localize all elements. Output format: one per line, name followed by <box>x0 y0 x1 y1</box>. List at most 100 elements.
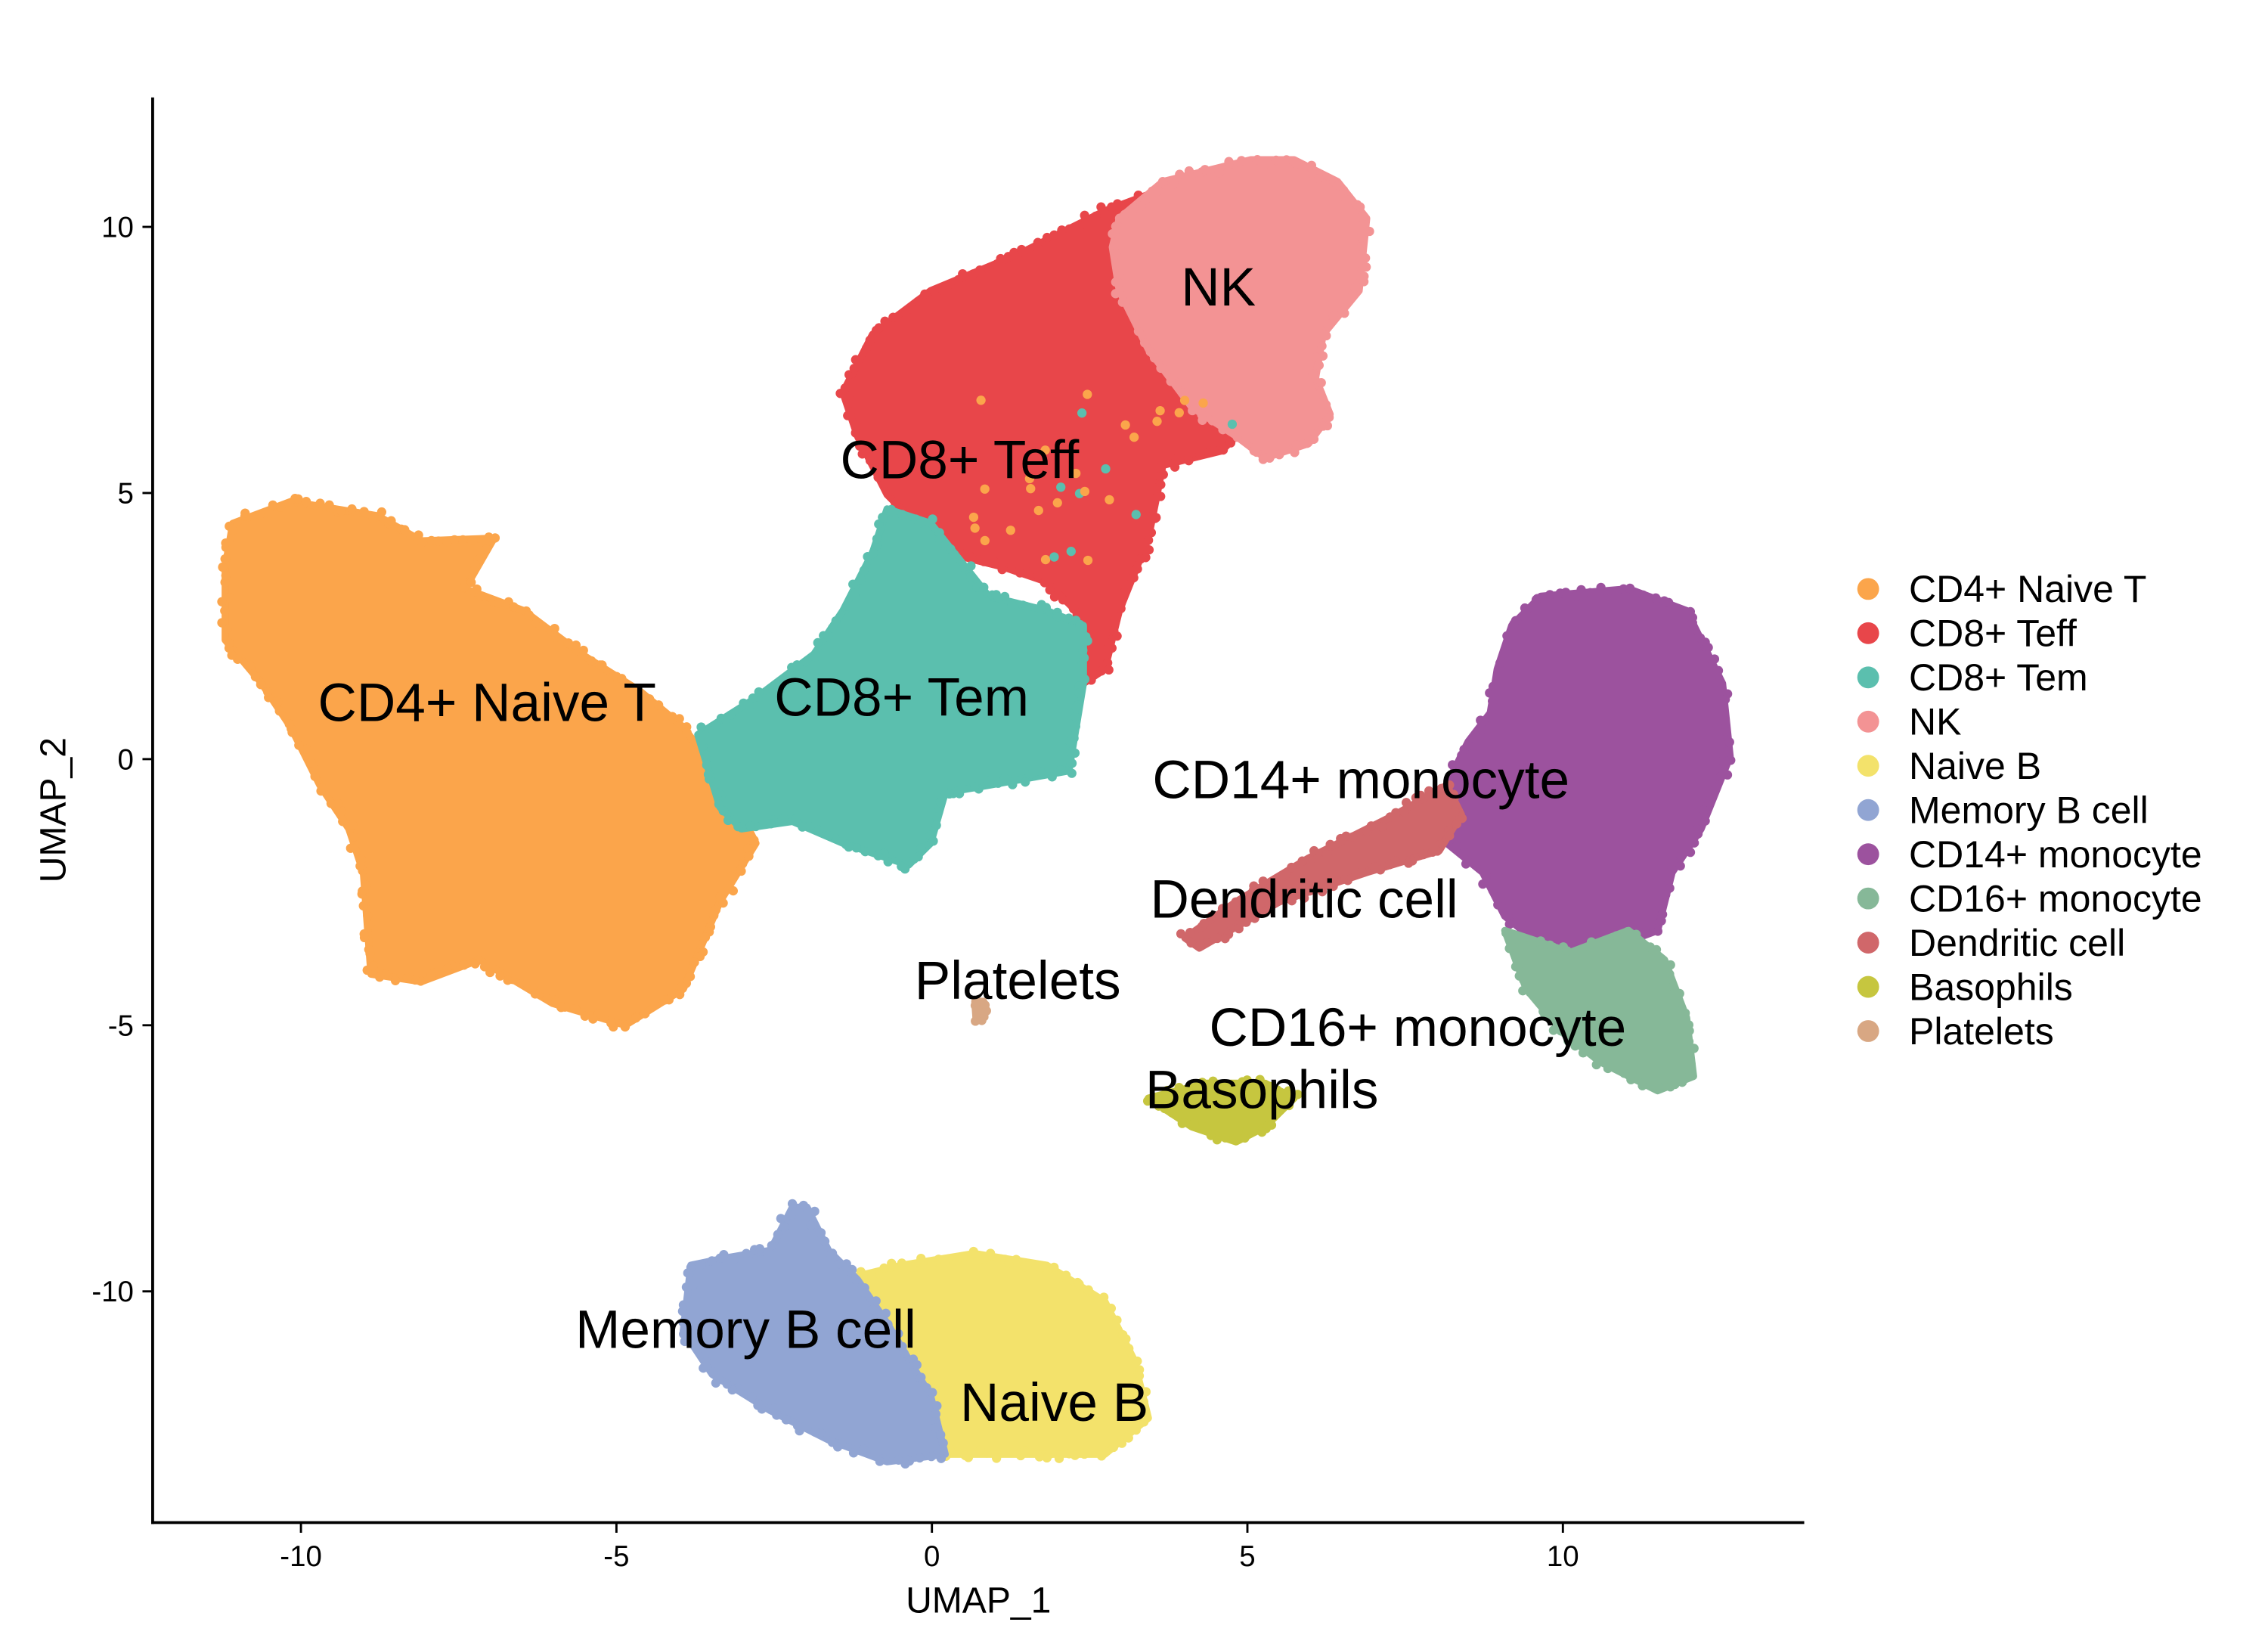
cell-point <box>524 610 534 620</box>
cell-point <box>907 304 917 315</box>
cell-point <box>940 1255 950 1266</box>
cell-point <box>1231 897 1241 907</box>
cell-point <box>358 901 368 911</box>
cell-point <box>1156 363 1166 373</box>
cell-point <box>390 975 401 985</box>
cell-point <box>1585 1047 1596 1056</box>
cell-point <box>1464 741 1473 751</box>
cell-point <box>1152 417 1162 426</box>
cell-point <box>1079 653 1089 663</box>
cell-point <box>1321 318 1332 328</box>
cluster-area <box>222 498 760 1029</box>
cell-point <box>1514 971 1524 981</box>
cell-point <box>869 547 878 558</box>
cell-point <box>862 343 872 353</box>
cell-point <box>1348 290 1358 300</box>
cell-point <box>702 760 711 770</box>
cell-point <box>984 265 994 275</box>
cell-point <box>931 1423 940 1433</box>
cell-point <box>1112 262 1122 273</box>
cell-point <box>1111 222 1121 231</box>
cell-point <box>745 700 754 711</box>
cell-point <box>1052 498 1062 508</box>
cell-point <box>968 512 979 523</box>
cell-point <box>1214 168 1225 178</box>
cell-point <box>268 500 278 510</box>
cell-point <box>683 1297 693 1307</box>
cell-point <box>1087 1447 1098 1457</box>
cell-point <box>1184 456 1194 466</box>
cell-point <box>1591 1059 1601 1070</box>
cell-point <box>375 972 385 982</box>
cell-point <box>1718 715 1728 726</box>
cell-point <box>932 1400 942 1411</box>
cell-point <box>1195 450 1205 460</box>
cell-point <box>1249 446 1259 456</box>
cell-point <box>1488 696 1498 706</box>
cell-point <box>723 815 733 825</box>
cell-point <box>1139 338 1150 348</box>
legend-swatch <box>1857 578 1879 600</box>
cell-point <box>813 637 823 648</box>
cell-point <box>301 497 311 507</box>
cell-point <box>1042 1453 1052 1462</box>
cell-point <box>1529 938 1538 948</box>
cell-point <box>217 597 227 606</box>
y-tick-label: 0 <box>118 743 134 776</box>
cell-point <box>971 1016 981 1026</box>
stray-cells <box>968 389 1238 566</box>
cell-point <box>1461 859 1471 869</box>
cell-point <box>1207 416 1217 426</box>
cell-point <box>1495 658 1505 668</box>
cell-point <box>722 1379 733 1389</box>
legend-item: Naive B <box>1857 745 2041 787</box>
cell-point <box>1401 798 1411 808</box>
cell-point <box>1241 917 1251 927</box>
cell-point <box>1126 305 1136 316</box>
cell-point <box>1006 561 1017 571</box>
cell-point <box>1507 935 1517 946</box>
cell-point <box>894 1329 903 1338</box>
cell-point <box>810 1206 820 1217</box>
cell-point <box>936 1430 946 1440</box>
cell-point <box>1049 1262 1059 1273</box>
cell-point <box>450 535 460 545</box>
cell-point <box>1638 590 1648 600</box>
cell-point <box>1142 1096 1153 1106</box>
cell-point <box>845 407 855 417</box>
cell-point <box>841 1259 851 1269</box>
cell-point <box>865 335 875 346</box>
cell-point <box>1054 1273 1064 1283</box>
legend-item: CD14+ monocyte <box>1857 833 2202 876</box>
cell-point <box>1570 1041 1580 1051</box>
cell-point <box>1478 879 1488 889</box>
cluster-label: CD8+ Teff <box>841 431 1080 491</box>
cell-point <box>878 512 888 523</box>
cell-point <box>668 712 677 721</box>
cell-point <box>265 508 274 519</box>
cell-point <box>345 843 355 853</box>
legend-swatch <box>1857 755 1879 777</box>
cell-point <box>928 836 938 846</box>
cell-point <box>587 656 596 666</box>
cell-point <box>776 1214 786 1224</box>
cell-point <box>1355 202 1365 212</box>
legend-label: CD4+ Naive T <box>1909 568 2146 610</box>
cell-point <box>426 535 436 546</box>
cell-point <box>733 821 743 832</box>
cell-point <box>787 1199 798 1209</box>
cell-point <box>1321 330 1331 341</box>
cell-point <box>240 508 250 518</box>
cell-point <box>1571 591 1581 601</box>
cell-point <box>1667 864 1677 875</box>
cell-point <box>823 631 833 640</box>
cell-point <box>798 822 807 832</box>
cell-point <box>1034 1452 1045 1462</box>
cell-point <box>1199 918 1209 929</box>
cell-point <box>943 281 953 290</box>
cell-point <box>871 1296 881 1306</box>
cell-point <box>1563 1036 1573 1046</box>
cell-point <box>1140 195 1151 205</box>
cell-point <box>1526 988 1535 997</box>
cell-point <box>1302 439 1312 448</box>
